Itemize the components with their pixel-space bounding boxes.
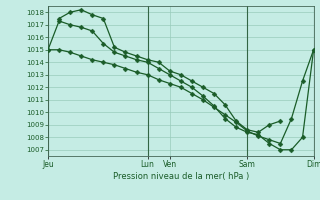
X-axis label: Pression niveau de la mer( hPa ): Pression niveau de la mer( hPa ) <box>113 172 249 181</box>
